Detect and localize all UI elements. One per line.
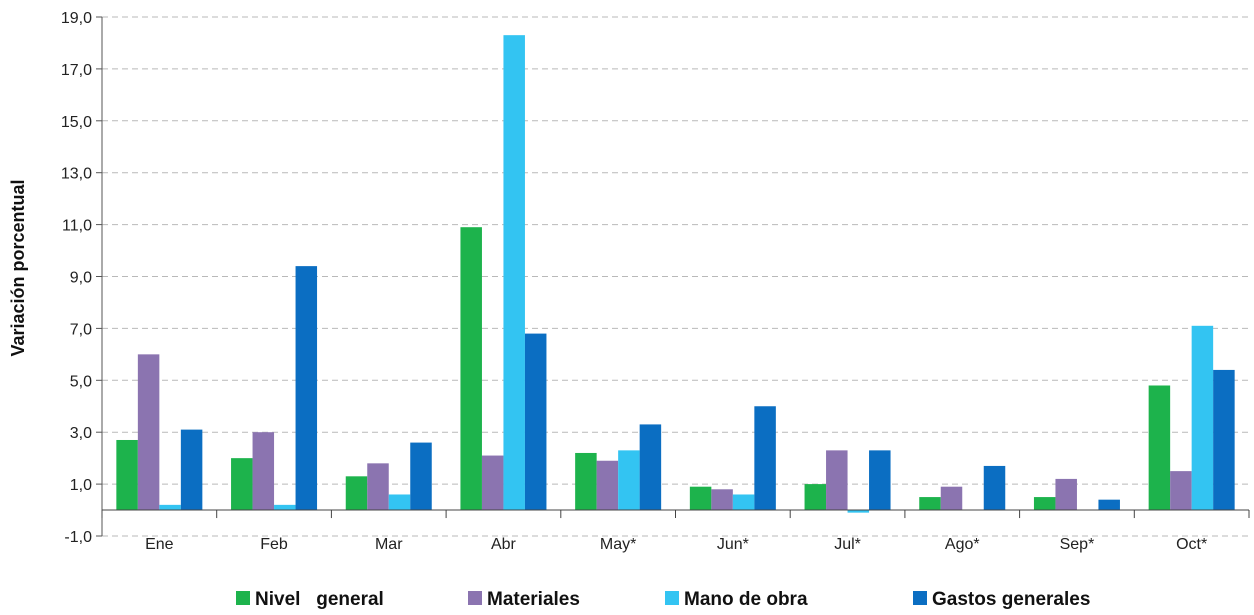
x-tick-label: Ene — [145, 536, 174, 553]
bar — [1055, 478, 1077, 511]
bar — [596, 460, 619, 511]
bar — [388, 494, 411, 511]
y-tick-label: -1,0 — [64, 529, 92, 546]
bar — [524, 333, 547, 511]
bar — [180, 429, 203, 511]
bar — [919, 497, 941, 511]
bar — [940, 486, 963, 511]
bar — [274, 504, 296, 511]
bar — [869, 450, 891, 511]
bar — [137, 354, 160, 511]
bar — [1148, 385, 1171, 511]
bar — [754, 406, 776, 511]
y-tick-label: 11,0 — [62, 218, 92, 235]
legend-label: Gastos generales — [932, 589, 1090, 610]
bar — [804, 484, 827, 511]
legend-swatch — [468, 591, 482, 605]
x-tick-label: Feb — [260, 536, 288, 553]
x-tick-label: Mar — [375, 536, 403, 553]
bar — [345, 476, 368, 511]
legend-swatch — [236, 591, 250, 605]
x-tick-label: Ago* — [945, 536, 980, 553]
bar — [639, 424, 662, 511]
legend-swatch — [665, 591, 679, 605]
bar — [1170, 471, 1192, 511]
y-axis-title: Variación porcentual — [8, 179, 28, 356]
y-tick-label: 3,0 — [70, 425, 92, 442]
x-tick-label: Abr — [491, 536, 517, 553]
bar — [231, 458, 253, 511]
bar — [116, 439, 138, 511]
bar — [252, 432, 275, 511]
bar — [1033, 497, 1056, 511]
y-tick-label: 17,0 — [61, 62, 92, 79]
x-tick-label: Jun* — [717, 536, 749, 553]
bar — [847, 510, 870, 513]
bar — [410, 442, 432, 511]
bar — [689, 486, 712, 511]
grid-lines — [102, 16, 1249, 537]
bar — [732, 494, 755, 511]
y-tick-label: 19,0 — [61, 10, 92, 27]
y-tick-label: 15,0 — [61, 114, 92, 131]
legend-label: Materiales — [487, 589, 580, 610]
x-axis — [101, 509, 1250, 519]
legend-item: Gastos generales — [913, 589, 1090, 610]
x-tick-label: May* — [600, 536, 636, 553]
legend-item: Nivel general — [236, 589, 384, 610]
bar — [460, 227, 482, 511]
bar — [367, 463, 389, 511]
bar — [711, 489, 733, 511]
x-axis-ticks: Ene Feb Mar Abr May* Jun* Jul* Ago* Sep* Oct* — [145, 536, 1207, 553]
legend-swatch — [913, 591, 927, 605]
y-tick-label: 9,0 — [70, 270, 92, 287]
legend-label: Nivel general — [255, 589, 384, 610]
x-tick-label: Sep* — [1060, 536, 1095, 553]
bar — [503, 35, 525, 511]
y-tick-label: 1,0 — [70, 477, 92, 494]
bar — [481, 455, 504, 511]
legend-item: Mano de obra — [665, 589, 808, 610]
bar — [295, 266, 318, 511]
x-tick-label: Jul* — [834, 536, 861, 553]
bar — [1213, 369, 1235, 511]
legend-label: Mano de obra — [684, 589, 808, 610]
bar — [575, 452, 597, 511]
legend-item: Materiales — [468, 589, 580, 610]
legend: Nivel general Materiales Mano de obra Gasto… — [236, 589, 1090, 610]
y-axis-ticks: -1,0 1,0 3,0 5,0 7,0 9,0 11,0 13,0 15,0 17,0 19,0 — [61, 10, 103, 546]
bar — [1098, 499, 1120, 511]
y-tick-label: 13,0 — [61, 166, 92, 183]
bars — [116, 35, 1235, 513]
x-tick-label: Oct* — [1176, 536, 1207, 553]
bar — [983, 465, 1006, 511]
bar — [826, 450, 848, 511]
bar — [618, 450, 640, 511]
bar — [1191, 325, 1214, 511]
y-tick-label: 7,0 — [70, 321, 92, 338]
bar — [159, 504, 181, 511]
y-tick-label: 5,0 — [70, 373, 92, 390]
